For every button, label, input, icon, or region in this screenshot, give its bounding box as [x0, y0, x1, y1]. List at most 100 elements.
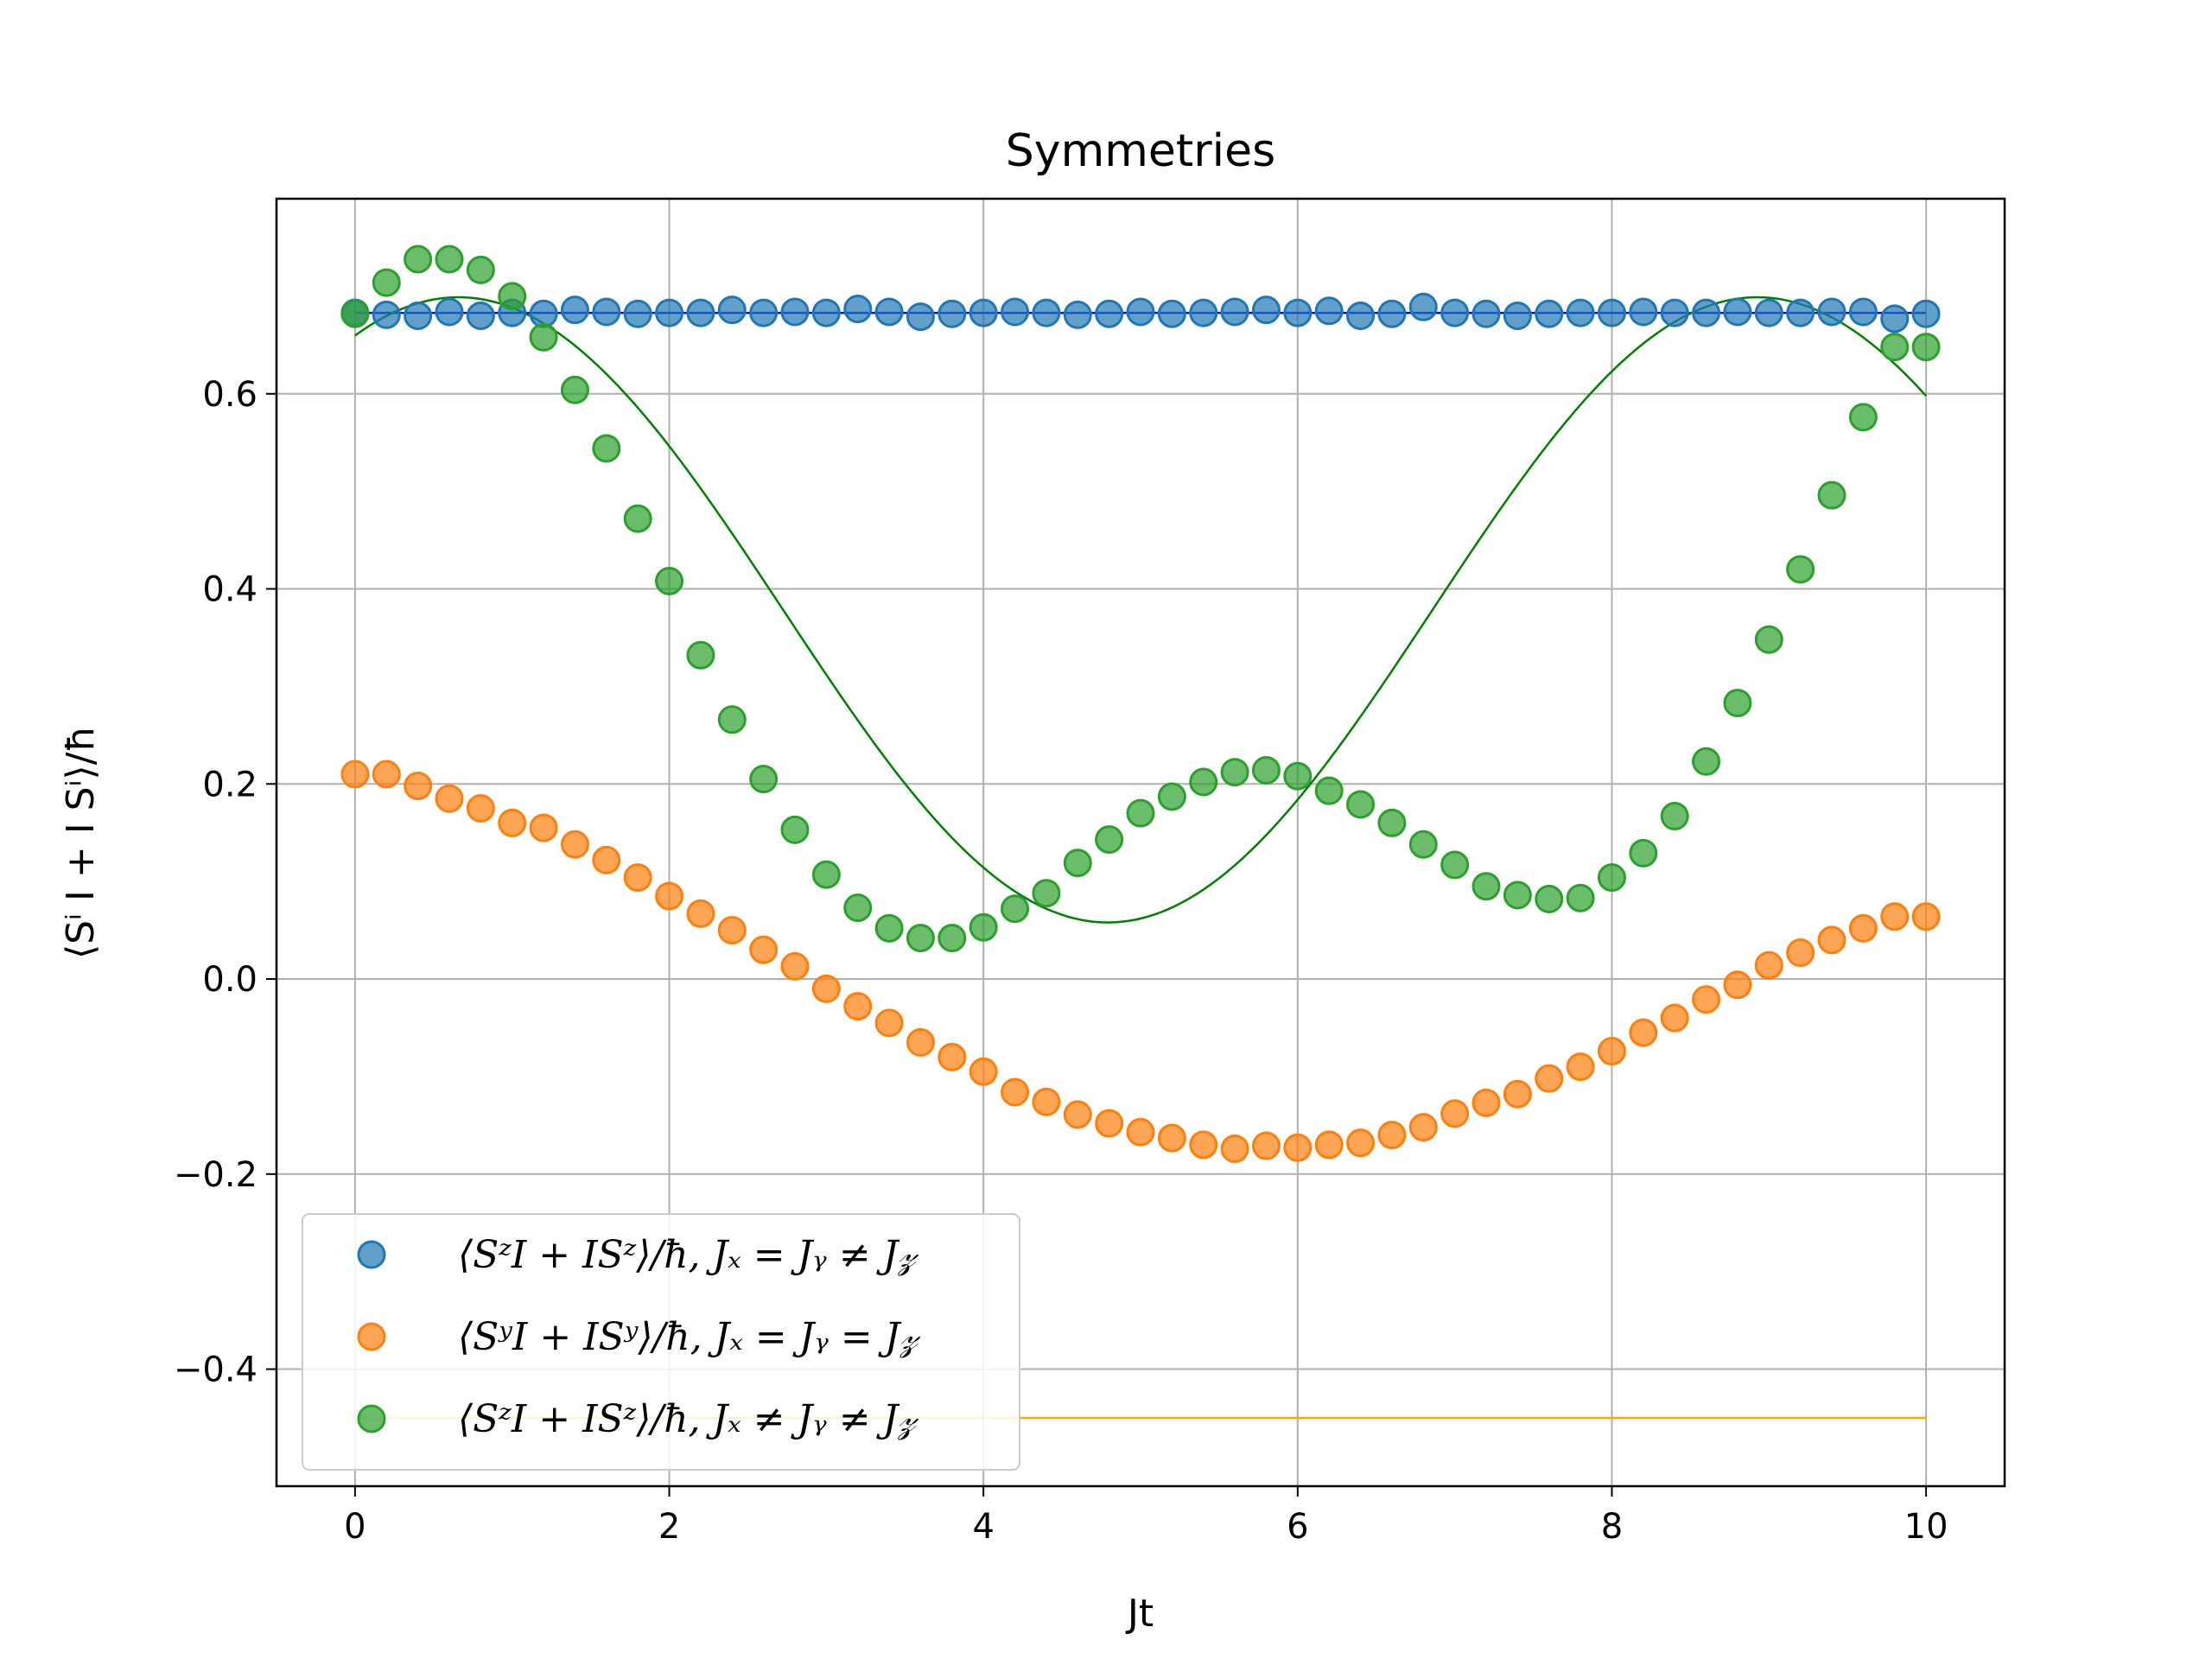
data-point — [1220, 297, 1249, 327]
data-point — [1063, 849, 1092, 878]
data-point — [1535, 1064, 1564, 1093]
data-point — [1314, 1130, 1344, 1160]
data-point — [874, 297, 904, 327]
data-point — [1597, 1037, 1626, 1066]
data-point — [1346, 1128, 1376, 1158]
data-point — [1817, 925, 1847, 955]
legend-label-0: ⟨SᶻI + ISᶻ⟩/ħ, Jₓ = Jᵧ ≠ J𝓏 — [458, 1233, 918, 1277]
data-point — [1346, 790, 1376, 819]
data-point — [1377, 299, 1407, 328]
data-point — [623, 299, 652, 328]
data-point — [1754, 950, 1783, 980]
y-tick-label: −0.2 — [174, 1155, 257, 1195]
data-point — [1754, 625, 1783, 654]
data-point — [874, 1008, 904, 1038]
data-point — [1251, 755, 1281, 785]
data-point — [529, 322, 558, 352]
series-points — [340, 245, 1941, 1163]
data-point — [969, 1057, 998, 1086]
data-point — [1471, 1088, 1501, 1117]
axis-ticks: 0 2 4 6 8 10 −0.4 −0.2 0.0 0.2 0.4 0.6 — [174, 375, 1948, 1547]
y-axis-label: ⟨Sⁱ I + I Sⁱ⟩/ħ — [59, 726, 103, 959]
y-tick-label: −0.4 — [174, 1351, 257, 1390]
data-point — [1786, 298, 1815, 327]
data-point — [1786, 938, 1815, 968]
data-point — [1754, 298, 1783, 327]
data-point — [498, 282, 527, 311]
data-point — [372, 300, 401, 329]
data-point — [1471, 872, 1501, 901]
data-point — [1377, 808, 1407, 837]
data-point — [1126, 798, 1155, 828]
data-point — [1848, 913, 1878, 943]
data-point — [1095, 1109, 1124, 1138]
data-point — [1660, 298, 1689, 327]
data-point — [1692, 985, 1721, 1014]
x-tick-label: 2 — [658, 1507, 680, 1547]
data-point — [749, 935, 779, 964]
data-point — [938, 924, 967, 953]
data-point — [843, 295, 873, 324]
data-point — [404, 301, 433, 330]
data-point — [560, 296, 589, 325]
legend-label-1: ⟨SʸI + ISʸ⟩/ħ, Jₓ = Jᵧ = J𝓏 — [458, 1315, 920, 1359]
series-2 — [340, 245, 1941, 953]
data-point — [1566, 298, 1595, 327]
data-point — [435, 784, 464, 813]
data-point — [466, 255, 495, 284]
legend-box — [302, 1213, 1020, 1471]
data-point — [1063, 300, 1092, 329]
data-point — [1440, 298, 1470, 327]
data-point — [466, 301, 495, 330]
data-point — [1189, 1130, 1218, 1160]
data-point — [1880, 902, 1910, 931]
data-point — [1535, 884, 1564, 913]
x-axis-label: Jt — [1125, 1592, 1154, 1636]
data-point — [1283, 1133, 1313, 1162]
data-point — [1032, 1087, 1061, 1116]
data-point — [811, 298, 841, 327]
data-point — [1723, 297, 1752, 327]
data-point — [655, 566, 684, 595]
data-point — [1283, 761, 1313, 791]
data-point — [1629, 838, 1658, 868]
data-point — [1440, 850, 1470, 880]
data-point — [749, 765, 779, 794]
data-point — [1220, 758, 1249, 787]
data-point — [1692, 298, 1721, 327]
reference-line-2 — [354, 296, 1928, 924]
data-point — [1880, 304, 1910, 334]
data-point — [1503, 301, 1532, 330]
data-point — [1723, 970, 1752, 1000]
data-point — [1408, 1113, 1438, 1142]
data-point — [1566, 883, 1595, 912]
data-point — [906, 302, 935, 332]
data-point — [938, 299, 967, 328]
grid — [276, 199, 2005, 1486]
data-point — [1032, 879, 1061, 908]
data-point — [969, 912, 998, 942]
series-0 — [340, 292, 1941, 334]
data-point — [340, 760, 370, 789]
data-point — [1032, 298, 1061, 327]
legend: ⟨SᶻI + ISᶻ⟩/ħ, Jₓ = Jᵧ ≠ J𝓏 ⟨SʸI + ISʸ⟩/… — [302, 1213, 1020, 1471]
data-point — [906, 1027, 935, 1057]
y-tick-label: 0.0 — [202, 960, 257, 1000]
data-point — [686, 899, 715, 928]
data-point — [435, 297, 464, 327]
data-point — [780, 951, 810, 981]
plot-frame — [275, 197, 2006, 1488]
data-point — [1283, 298, 1313, 327]
data-point — [969, 298, 998, 327]
data-point — [592, 845, 621, 874]
data-point — [686, 298, 715, 327]
data-point — [1001, 1077, 1030, 1107]
data-point — [404, 772, 433, 801]
data-point — [1471, 299, 1501, 328]
data-point — [780, 297, 810, 327]
data-point — [372, 268, 401, 297]
data-point — [780, 815, 810, 844]
x-tick-label: 6 — [1287, 1507, 1308, 1547]
data-point — [811, 860, 841, 889]
data-point — [1001, 894, 1030, 924]
